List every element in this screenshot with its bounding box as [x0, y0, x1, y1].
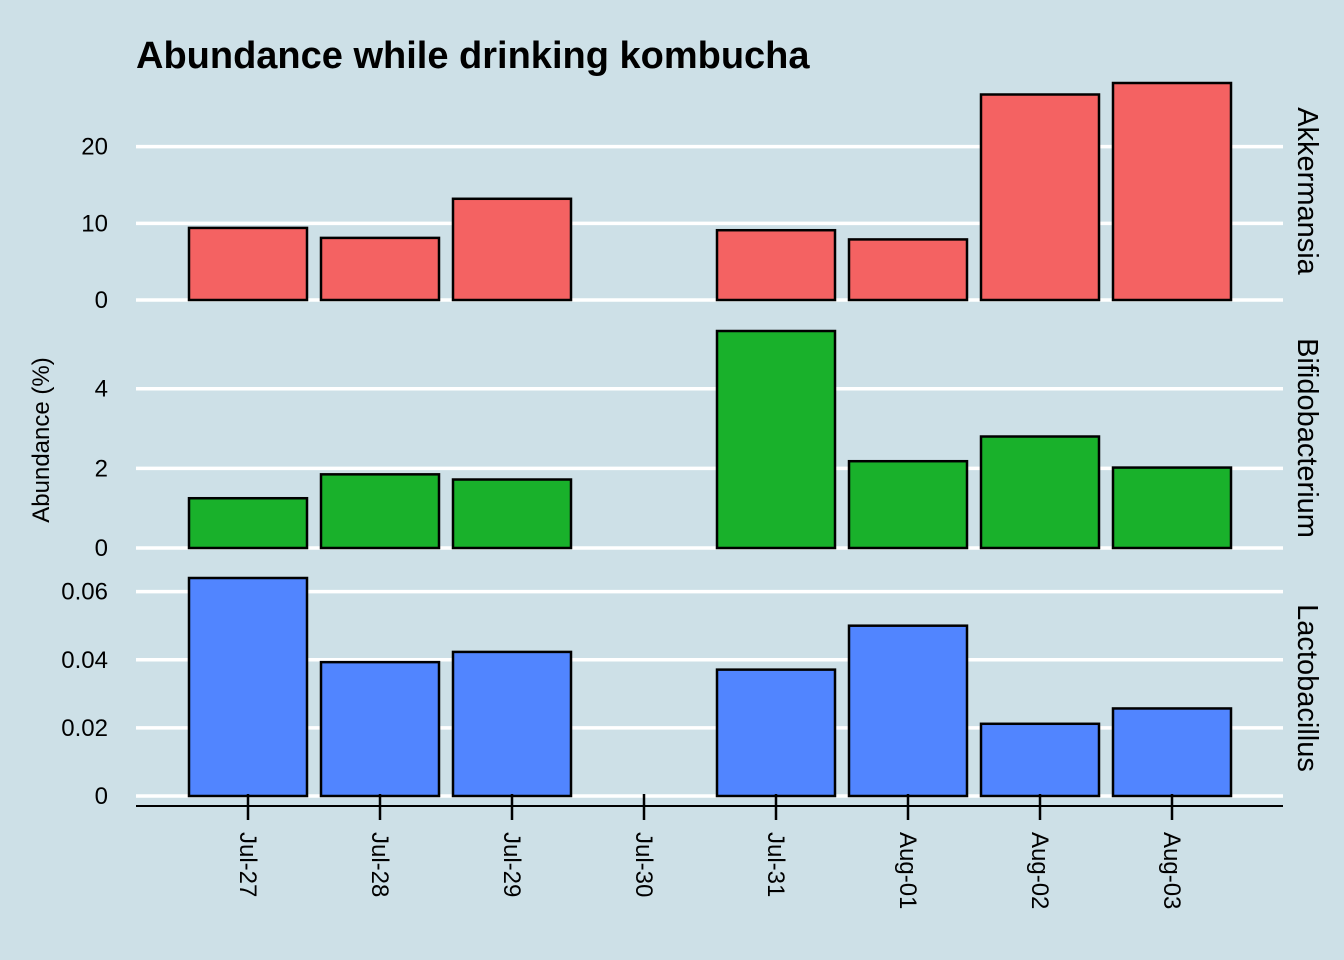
axes [136, 794, 1283, 820]
facet-label-lactobacillus: Lactobacillus [1291, 604, 1323, 772]
bar-bifidobacterium-jul-28 [319, 473, 441, 550]
x-tick-label-jul-29: Jul-29 [498, 832, 525, 897]
bar-lactobacillus-jul-27 [187, 576, 309, 798]
labels: 0 10 20 Akkermansia 0 2 4 Bifidobacterium 0 0.02 0… [61, 107, 1323, 909]
bars [187, 81, 1233, 798]
bar-lactobacillus-jul-28 [319, 660, 441, 798]
bar-akkermansia-jul-31 [715, 228, 837, 302]
y-tick-label: 0 [95, 535, 108, 562]
y-tick-label: 0.04 [61, 647, 108, 674]
bar-bifidobacterium-aug-03 [1111, 466, 1233, 550]
x-tick-label-aug-02: Aug-02 [1026, 832, 1053, 909]
x-tick-label-jul-30: Jul-30 [630, 832, 657, 897]
bar-bifidobacterium-jul-29 [451, 478, 573, 550]
y-tick-label: 0.02 [61, 715, 108, 742]
bar-lactobacillus-aug-01 [847, 624, 969, 798]
bar-lactobacillus-jul-29 [451, 650, 573, 798]
y-tick-label: 0 [95, 783, 108, 810]
y-axis-label: Abundance (%) [28, 357, 55, 522]
bar-akkermansia-jul-28 [319, 236, 441, 302]
y-tick-label: 2 [95, 455, 108, 482]
bar-lactobacillus-aug-02 [979, 722, 1101, 798]
x-tick-label-jul-31: Jul-31 [762, 832, 789, 897]
x-tick-label-aug-01: Aug-01 [894, 832, 921, 909]
bar-akkermansia-jul-27 [187, 226, 309, 302]
y-tick-label: 0.06 [61, 579, 108, 606]
x-tick-label-jul-27: Jul-27 [234, 832, 261, 897]
y-tick-label: 20 [81, 134, 108, 161]
facet-label-akkermansia: Akkermansia [1291, 107, 1323, 275]
bar-lactobacillus-aug-03 [1111, 707, 1233, 798]
bar-bifidobacterium-aug-02 [979, 435, 1101, 550]
bar-lactobacillus-jul-31 [715, 668, 837, 798]
bar-akkermansia-aug-01 [847, 238, 969, 302]
bar-bifidobacterium-jul-31 [715, 329, 837, 550]
y-tick-label: 10 [81, 210, 108, 237]
y-tick-label: 0 [95, 287, 108, 314]
bar-akkermansia-jul-29 [451, 197, 573, 302]
chart-title: Abundance while drinking kombucha [136, 35, 810, 77]
bar-bifidobacterium-jul-27 [187, 496, 309, 550]
bar-bifidobacterium-aug-01 [847, 459, 969, 550]
x-tick-label-aug-03: Aug-03 [1158, 832, 1185, 909]
x-tick-label-jul-28: Jul-28 [366, 832, 393, 897]
bar-akkermansia-aug-02 [979, 93, 1101, 302]
facet-label-bifidobacterium: Bifidobacterium [1291, 338, 1323, 538]
y-tick-label: 4 [95, 376, 108, 403]
bar-akkermansia-aug-03 [1111, 81, 1233, 302]
